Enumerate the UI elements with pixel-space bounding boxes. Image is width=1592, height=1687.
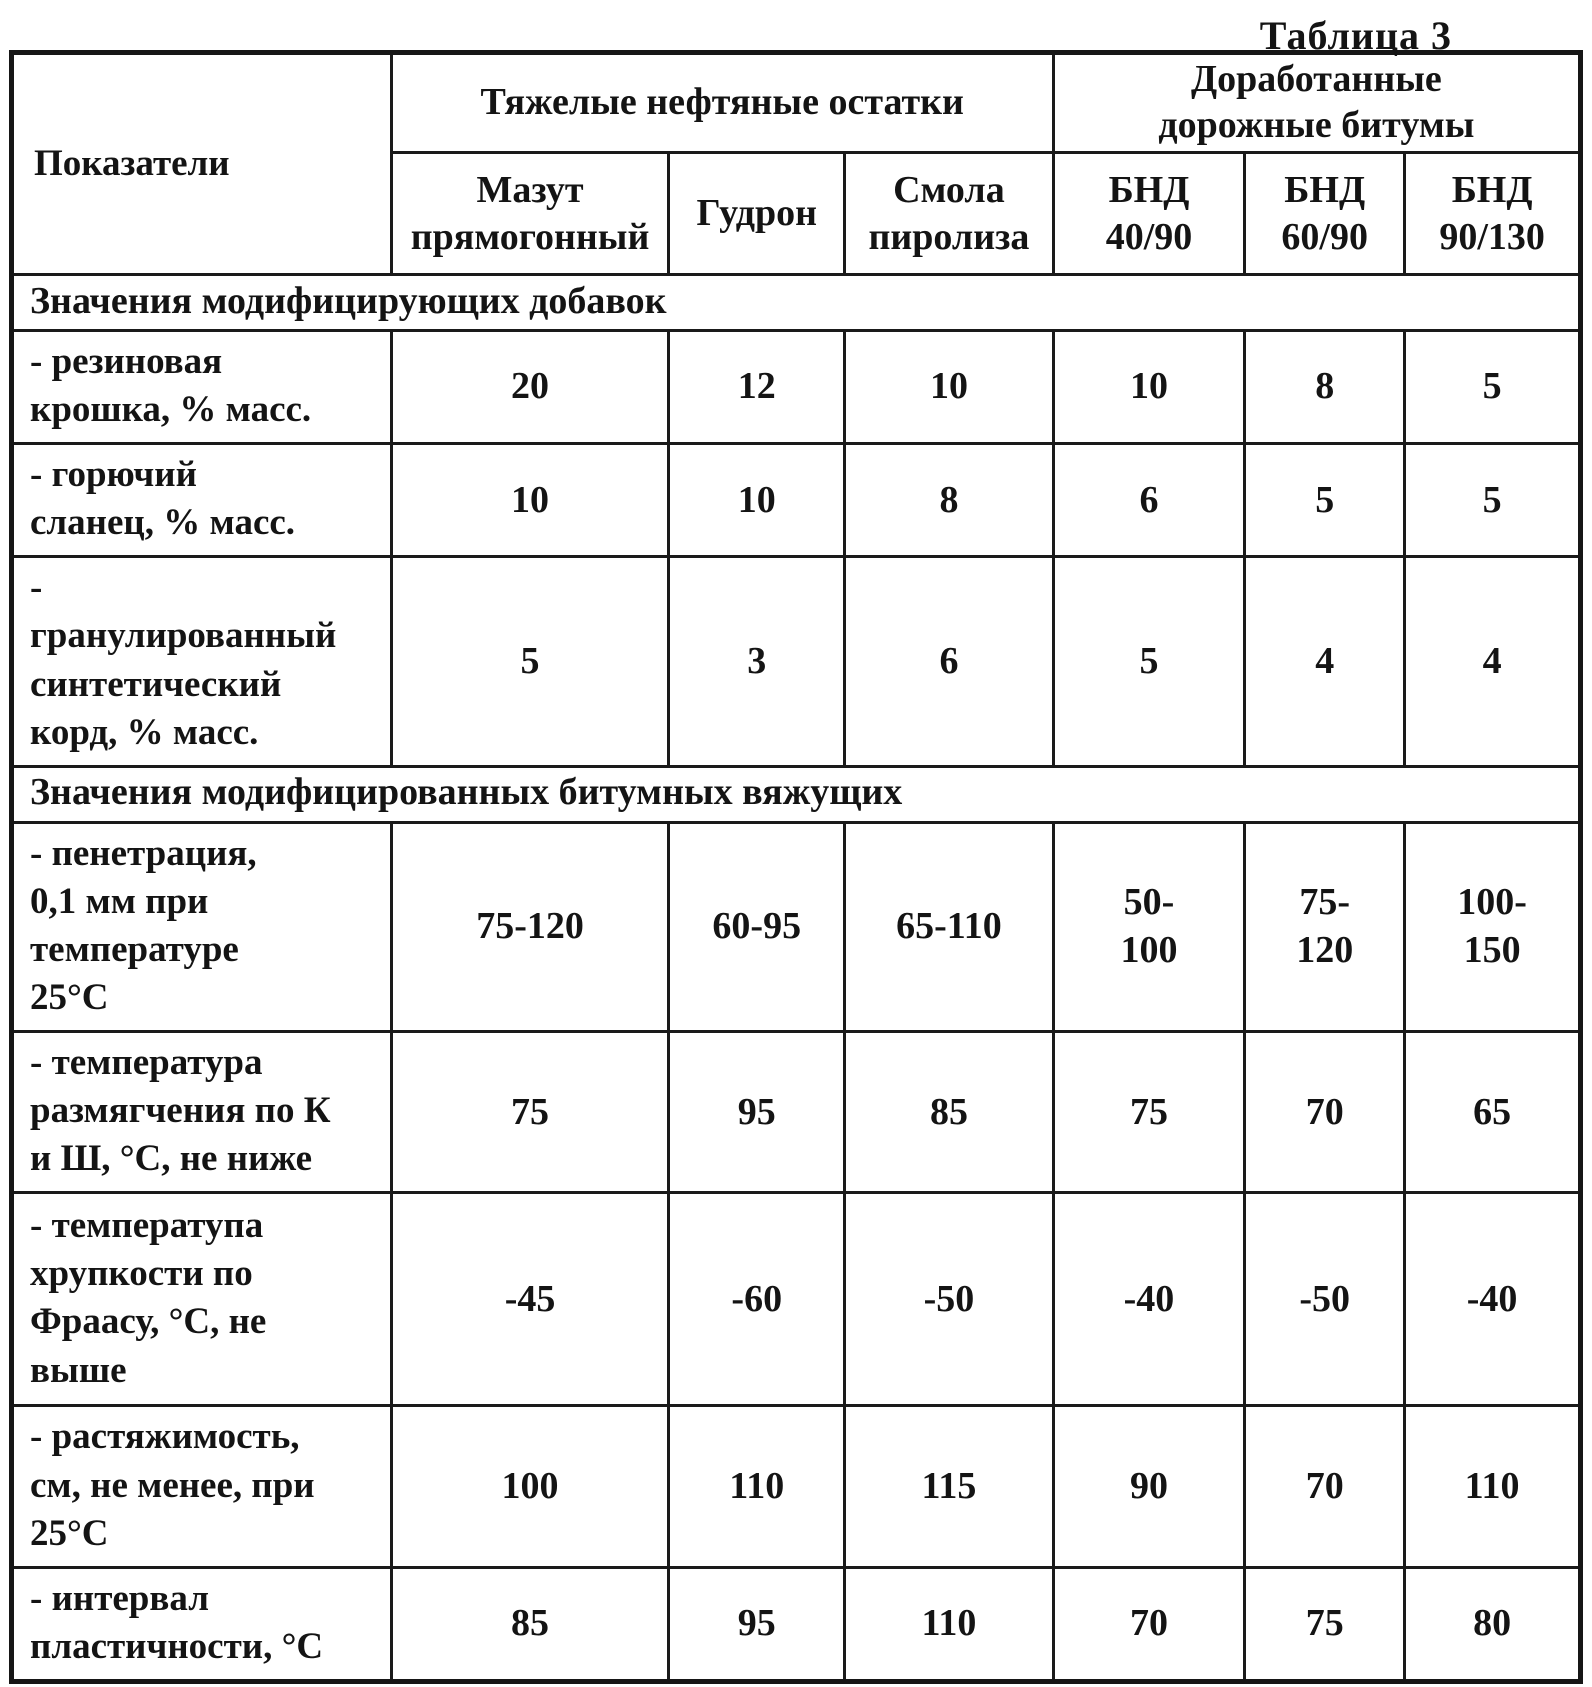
- data-table: Показатели Тяжелые нефтяные остатки Дора…: [9, 50, 1583, 1684]
- cell-value: 70: [1051, 1565, 1247, 1683]
- cell-value: 85: [843, 1030, 1055, 1195]
- cell-value: 65: [1403, 1030, 1582, 1195]
- section-row-binders: Значения модифицированных битумных вяжущ…: [10, 764, 1582, 824]
- cell-value: 85: [389, 1565, 671, 1683]
- cell-value: 65-110: [843, 820, 1055, 1034]
- cell-value: -45: [389, 1191, 671, 1408]
- row-label-granulated-synthetic-cord: - гранулированный синтетический корд, % …: [10, 555, 393, 768]
- cell-value: 10: [1051, 328, 1247, 446]
- row-label-rubber-crumb: - резиновая крошка, % масс.: [10, 328, 393, 446]
- column-header-gudron: Гудрон: [667, 151, 847, 276]
- cell-value: 4: [1403, 555, 1582, 768]
- row-label-penetration: - пенетрация, 0,1 мм при температуре 25°…: [10, 820, 393, 1034]
- cell-value: 4: [1243, 555, 1407, 768]
- group-header-heavy-oil-residues: Тяжелые нефтяные остатки: [389, 51, 1055, 154]
- cell-value: 20: [389, 328, 671, 446]
- cell-value: 80: [1403, 1565, 1582, 1683]
- column-header-bnd-40-90: БНД 40/90: [1051, 151, 1247, 276]
- header-group-row: Показатели Тяжелые нефтяные остатки Дора…: [10, 51, 1583, 276]
- table-row: - горючий сланец, % масс. 10 10 8 6 5 5: [10, 442, 1582, 559]
- row-label-plasticity-interval: - интервал пластичности, °С: [10, 1565, 393, 1683]
- section-row-additives: Значения модифицирующих добавок: [10, 273, 1582, 332]
- cell-value: 6: [843, 555, 1055, 768]
- cell-value: -50: [1243, 1191, 1407, 1408]
- row-label-combustible-shale: - горючий сланец, % масс.: [10, 442, 393, 559]
- table-row: - резиновая крошка, % масс. 20 12 10 10 …: [10, 328, 1582, 446]
- cell-value: -60: [667, 1191, 847, 1408]
- cell-value: 75: [1243, 1565, 1407, 1683]
- cell-value: -50: [843, 1191, 1055, 1408]
- cell-value: 50- 100: [1051, 820, 1247, 1034]
- cell-value: 75: [1051, 1030, 1247, 1195]
- column-header-pyrolysis-resin: Смола пиролиза: [843, 151, 1055, 276]
- cell-value: 5: [389, 555, 671, 768]
- cell-value: 100: [389, 1404, 671, 1569]
- cell-value: 3: [667, 555, 847, 768]
- cell-value: 5: [1243, 442, 1407, 559]
- cell-value: 5: [1403, 328, 1582, 446]
- table-caption: Таблица 3: [1259, 13, 1452, 58]
- table-row: - температупа хрупкости по Фраасу, °С, н…: [10, 1191, 1582, 1408]
- table-row: - растяжимость, см, не менее, при 25°С 1…: [10, 1404, 1582, 1569]
- cell-value: 10: [667, 442, 847, 559]
- cell-value: -40: [1403, 1191, 1582, 1408]
- cell-value: 10: [389, 442, 671, 559]
- cell-value: 8: [843, 442, 1055, 559]
- column-header-mazut: Мазут прямогонный: [389, 151, 671, 276]
- cell-value: 5: [1051, 555, 1247, 768]
- cell-value: 60-95: [667, 820, 847, 1034]
- row-label-ductility: - растяжимость, см, не менее, при 25°С: [10, 1404, 393, 1569]
- cell-value: 75- 120: [1243, 820, 1407, 1034]
- cell-value: 110: [667, 1404, 847, 1569]
- cell-value: -40: [1051, 1191, 1247, 1408]
- cell-value: 75-120: [389, 820, 671, 1034]
- cell-value: 110: [1403, 1404, 1582, 1569]
- cell-value: 8: [1243, 328, 1407, 446]
- cell-value: 70: [1243, 1404, 1407, 1569]
- cell-value: 5: [1403, 442, 1582, 559]
- column-header-bnd-60-90: БНД 60/90: [1243, 151, 1407, 276]
- cell-value: 100- 150: [1403, 820, 1582, 1034]
- table-row: - гранулированный синтетический корд, % …: [10, 555, 1582, 768]
- cell-value: 10: [843, 328, 1055, 446]
- cell-value: 12: [667, 328, 847, 446]
- cell-value: 95: [667, 1565, 847, 1683]
- column-header-bnd-90-130: БНД 90/130: [1403, 151, 1582, 276]
- cell-value: 115: [843, 1404, 1055, 1569]
- row-label-softening-temperature: - температура размягчения по К и Ш, °С, …: [10, 1030, 393, 1195]
- section-header-additives: Значения модифицирующих добавок: [10, 273, 1582, 332]
- row-label-brittleness-temperature: - температупа хрупкости по Фраасу, °С, н…: [10, 1191, 393, 1408]
- section-header-binders: Значения модифицированных битумных вяжущ…: [10, 764, 1582, 824]
- cell-value: 90: [1051, 1404, 1247, 1569]
- header-sub-row: Мазут прямогонный Гудрон Смола пиролиза …: [12, 151, 1582, 276]
- cell-value: 75: [389, 1030, 671, 1195]
- corner-header: Показатели: [10, 51, 393, 276]
- group-header-refined-road-bitumens: Доработанные дорожные битумы: [1051, 51, 1583, 154]
- table-row: - пенетрация, 0,1 мм при температуре 25°…: [10, 820, 1582, 1034]
- cell-value: 95: [667, 1030, 847, 1195]
- table-row: - интервал пластичности, °С 85 95 110 70…: [10, 1565, 1582, 1683]
- cell-value: 110: [843, 1565, 1055, 1683]
- cell-value: 70: [1243, 1030, 1407, 1195]
- table-row: - температура размягчения по К и Ш, °С, …: [10, 1030, 1582, 1195]
- cell-value: 6: [1051, 442, 1247, 559]
